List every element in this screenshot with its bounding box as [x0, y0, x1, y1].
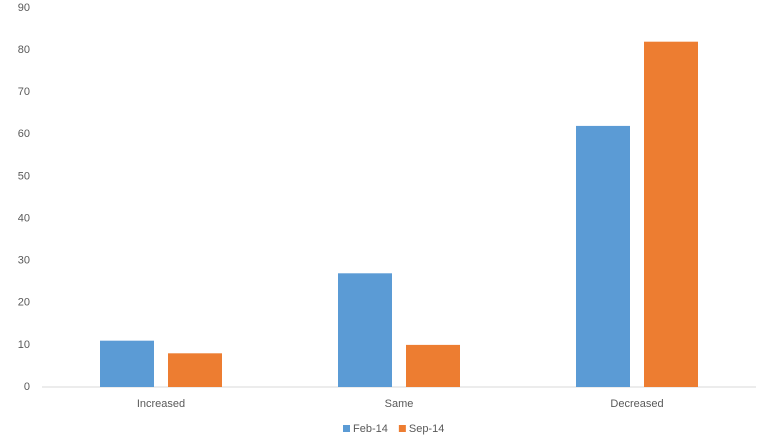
bar [100, 340, 154, 387]
legend-label: Sep-14 [409, 423, 444, 435]
x-tick-label: Same [385, 398, 414, 410]
bar [406, 344, 460, 387]
legend-label: Feb-14 [353, 423, 388, 435]
y-tick-label: 50 [18, 170, 30, 182]
y-tick-label: 30 [18, 255, 30, 267]
bar [576, 125, 630, 388]
y-tick-label: 40 [18, 212, 30, 224]
bar [644, 41, 698, 387]
x-tick-label: Increased [137, 398, 185, 410]
y-tick-label: 60 [18, 128, 30, 140]
x-tick-label: Decreased [610, 398, 663, 410]
bar [338, 273, 392, 387]
legend-swatch [398, 425, 406, 432]
y-tick-label: 90 [18, 2, 30, 14]
y-tick-label: 80 [18, 44, 30, 56]
y-tick-label: 20 [18, 297, 30, 309]
y-tick-label: 0 [24, 381, 30, 393]
bar [168, 353, 222, 387]
y-tick-label: 10 [18, 339, 30, 351]
legend-swatch [343, 425, 350, 432]
y-tick-label: 70 [18, 86, 30, 98]
